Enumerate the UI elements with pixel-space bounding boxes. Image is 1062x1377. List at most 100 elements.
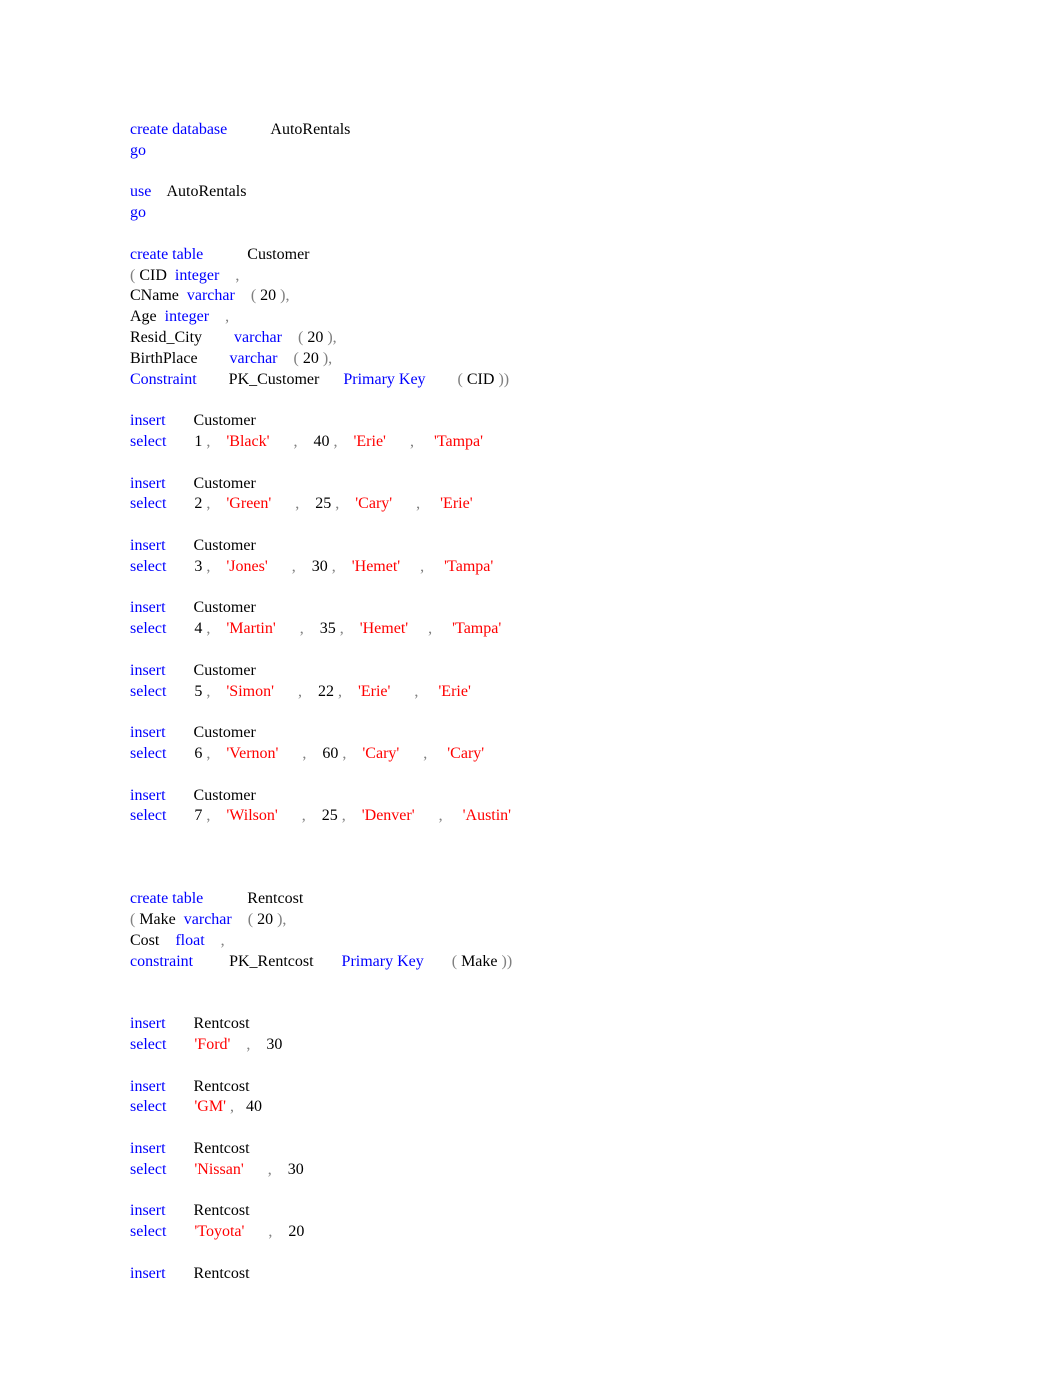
col-cid: CID (139, 267, 167, 284)
id-autorentals: AutoRentals (270, 121, 350, 138)
kw-insert-r4: insert (130, 1202, 166, 1219)
ty-varchar-2: varchar (234, 329, 282, 346)
pk-cid: CID (467, 371, 495, 388)
lp-r1: ( (130, 911, 135, 928)
v-erie-2: 'Erie' (440, 495, 472, 512)
c1: , (235, 267, 239, 284)
v-ford: 'Ford' (194, 1036, 230, 1053)
tbl-customer-7: Customer (194, 787, 256, 804)
tbl-rentcost-5: Rentcost (194, 1265, 250, 1282)
id-autorentals-2: AutoRentals (166, 183, 246, 200)
tbl-customer-4: Customer (194, 599, 256, 616)
sql-code-page: create database AutoRentals go use AutoR… (0, 0, 1062, 1365)
v-6: 6 (194, 745, 202, 762)
kw-select-7: select (130, 807, 166, 824)
kw-insert-1: insert (130, 412, 166, 429)
tbl-rentcost-3: Rentcost (194, 1140, 250, 1157)
tbl-customer-3: Customer (194, 537, 256, 554)
v-7: 7 (194, 807, 202, 824)
v-nissan: 'Nissan' (194, 1161, 243, 1178)
v-40-2: 40 (246, 1098, 262, 1115)
kw-insert-r1: insert (130, 1015, 166, 1032)
ty-integer-1: integer (175, 267, 219, 284)
kw-insert-4: insert (130, 599, 166, 616)
kw-insert-6: insert (130, 724, 166, 741)
kw-create-database: create database (130, 121, 227, 138)
pk-make: Make (461, 953, 497, 970)
kw-insert-7: insert (130, 787, 166, 804)
kw-primary-key-1: Primary Key (343, 371, 425, 388)
kw-constraint-2: constraint (130, 953, 193, 970)
ty-integer-2: integer (165, 308, 209, 325)
v-40: 40 (314, 433, 330, 450)
col-birthplace: BirthPlace (130, 350, 198, 367)
kw-create-table-2: create table (130, 890, 203, 907)
v-jones: 'Jones' (226, 558, 267, 575)
id-rentcost: Rentcost (247, 890, 303, 907)
v-25-2: 25 (322, 807, 338, 824)
v-cary-3: 'Cary' (447, 745, 484, 762)
v-30-2: 30 (266, 1036, 282, 1053)
col-cost: Cost (130, 932, 159, 949)
id-pk-rentcost: PK_Rentcost (229, 953, 313, 970)
kw-insert-r2: insert (130, 1078, 166, 1095)
ty-varchar-4: varchar (184, 911, 232, 928)
rp-r3b: ) (507, 953, 512, 970)
col-age: Age (130, 308, 157, 325)
kw-insert-3: insert (130, 537, 166, 554)
tbl-customer-1: Customer (194, 412, 256, 429)
n-20-4: 20 (257, 911, 273, 928)
v-black: 'Black' (226, 433, 269, 450)
kw-select-6: select (130, 745, 166, 762)
col-make: Make (139, 911, 175, 928)
v-erie-4: 'Erie' (438, 683, 470, 700)
v-erie-3: 'Erie' (358, 683, 390, 700)
lp-1: ( (130, 267, 135, 284)
lp-4: ( (294, 350, 299, 367)
lp-5: ( (458, 371, 463, 388)
kw-select-5: select (130, 683, 166, 700)
tbl-customer-6: Customer (194, 724, 256, 741)
kw-select-2: select (130, 495, 166, 512)
v-austin: 'Austin' (463, 807, 511, 824)
v-35: 35 (320, 620, 336, 637)
tbl-customer-2: Customer (194, 475, 256, 492)
rp-5b: ) (504, 371, 509, 388)
tbl-rentcost-4: Rentcost (194, 1202, 250, 1219)
tbl-customer-5: Customer (194, 662, 256, 679)
v-erie-1: 'Erie' (354, 433, 386, 450)
n-20-1: 20 (260, 287, 276, 304)
tbl-rentcost-2: Rentcost (194, 1078, 250, 1095)
kw-go-1: go (130, 142, 146, 159)
lp-3: ( (298, 329, 303, 346)
v-1: 1 (194, 433, 202, 450)
v-22: 22 (318, 683, 334, 700)
id-customer: Customer (247, 246, 309, 263)
kw-insert-r3: insert (130, 1140, 166, 1157)
kw-use: use (130, 183, 151, 200)
lp-2: ( (251, 287, 256, 304)
kw-select-1: select (130, 433, 166, 450)
kw-primary-key-2: Primary Key (342, 953, 424, 970)
id-pk-customer: PK_Customer (229, 371, 320, 388)
lp-r3: ( (452, 953, 457, 970)
kw-select-r4: select (130, 1223, 166, 1240)
kw-select-r2: select (130, 1098, 166, 1115)
c3: , (225, 308, 229, 325)
kw-insert-r5: insert (130, 1265, 166, 1282)
v-25-1: 25 (315, 495, 331, 512)
v-simon: 'Simon' (226, 683, 274, 700)
col-cname: CName (130, 287, 179, 304)
v-green: 'Green' (226, 495, 271, 512)
col-resid-city: Resid_City (130, 329, 202, 346)
v-30-3: 30 (288, 1161, 304, 1178)
v-3: 3 (194, 558, 202, 575)
lp-r2: ( (248, 911, 253, 928)
c4: , (333, 329, 337, 346)
v-cary-1: 'Cary' (355, 495, 392, 512)
kw-select-r1: select (130, 1036, 166, 1053)
v-cary-2: 'Cary' (362, 745, 399, 762)
v-tampa-2: 'Tampa' (444, 558, 493, 575)
v-60: 60 (322, 745, 338, 762)
v-tampa-1: 'Tampa' (434, 433, 483, 450)
